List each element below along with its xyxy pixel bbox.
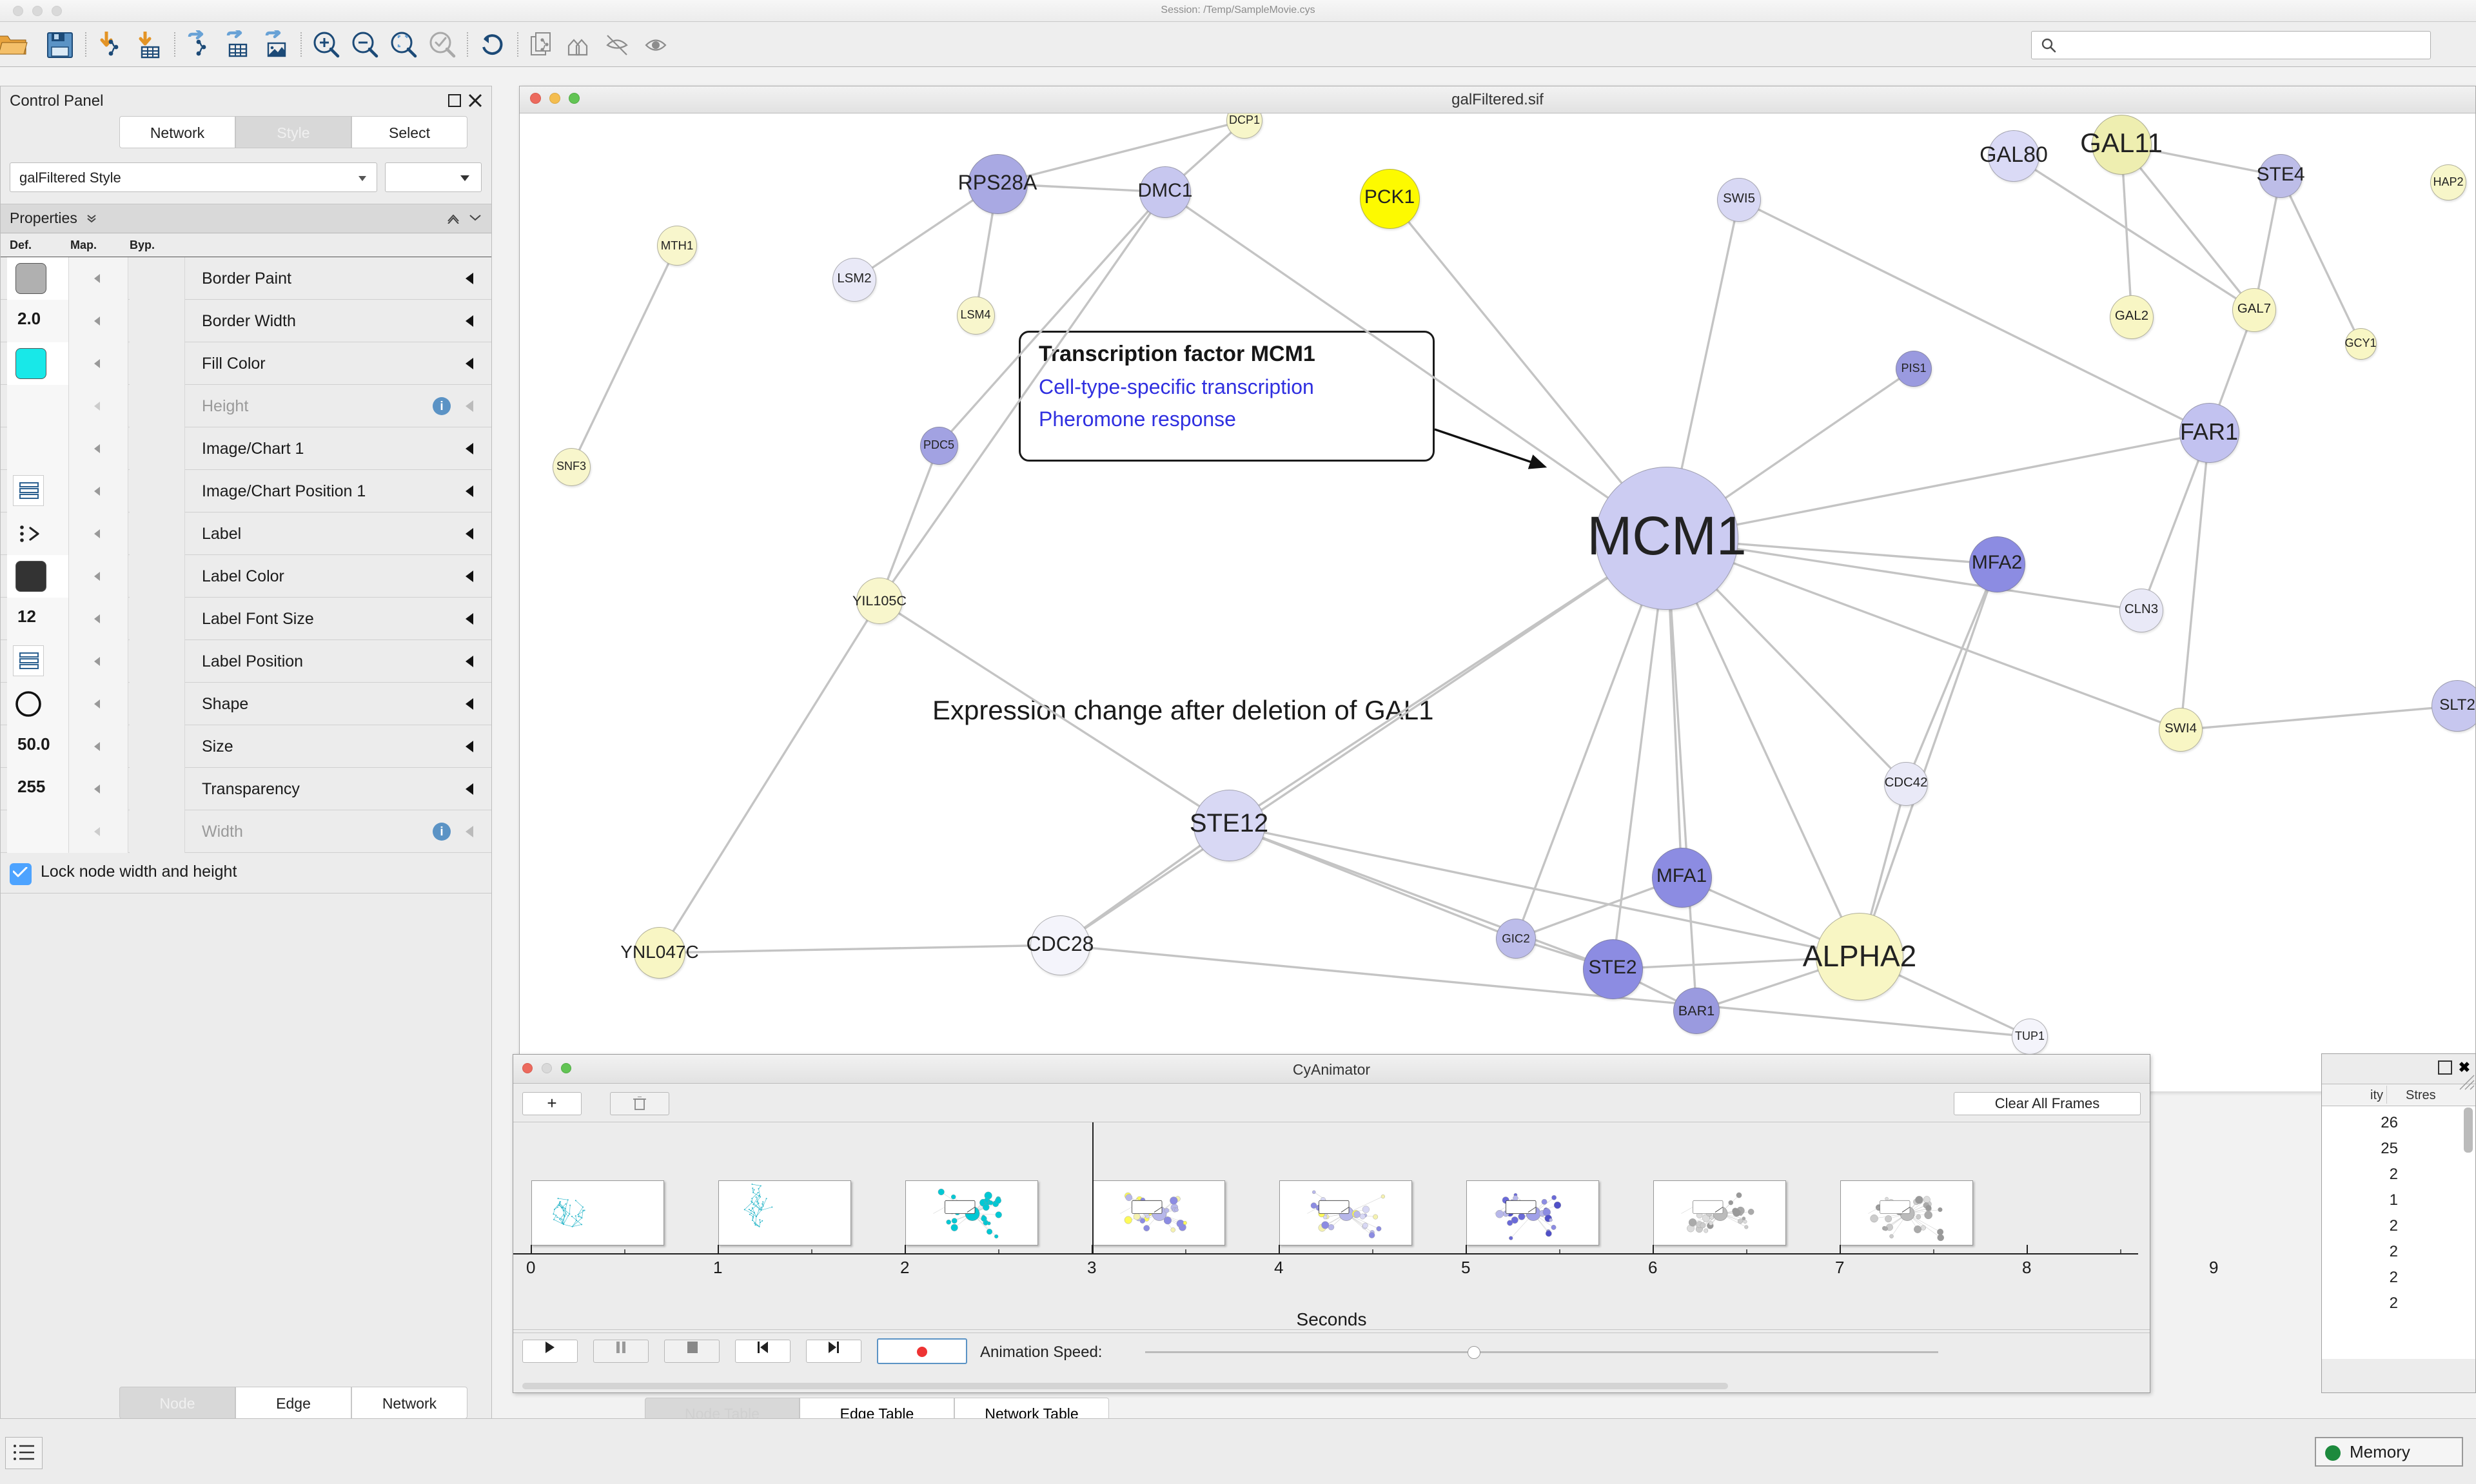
- svg-text:Expression change after deleti: Expression change after deletion of GAL1: [932, 695, 1434, 725]
- svg-text:i: i: [440, 825, 443, 839]
- svg-text:i: i: [440, 400, 443, 413]
